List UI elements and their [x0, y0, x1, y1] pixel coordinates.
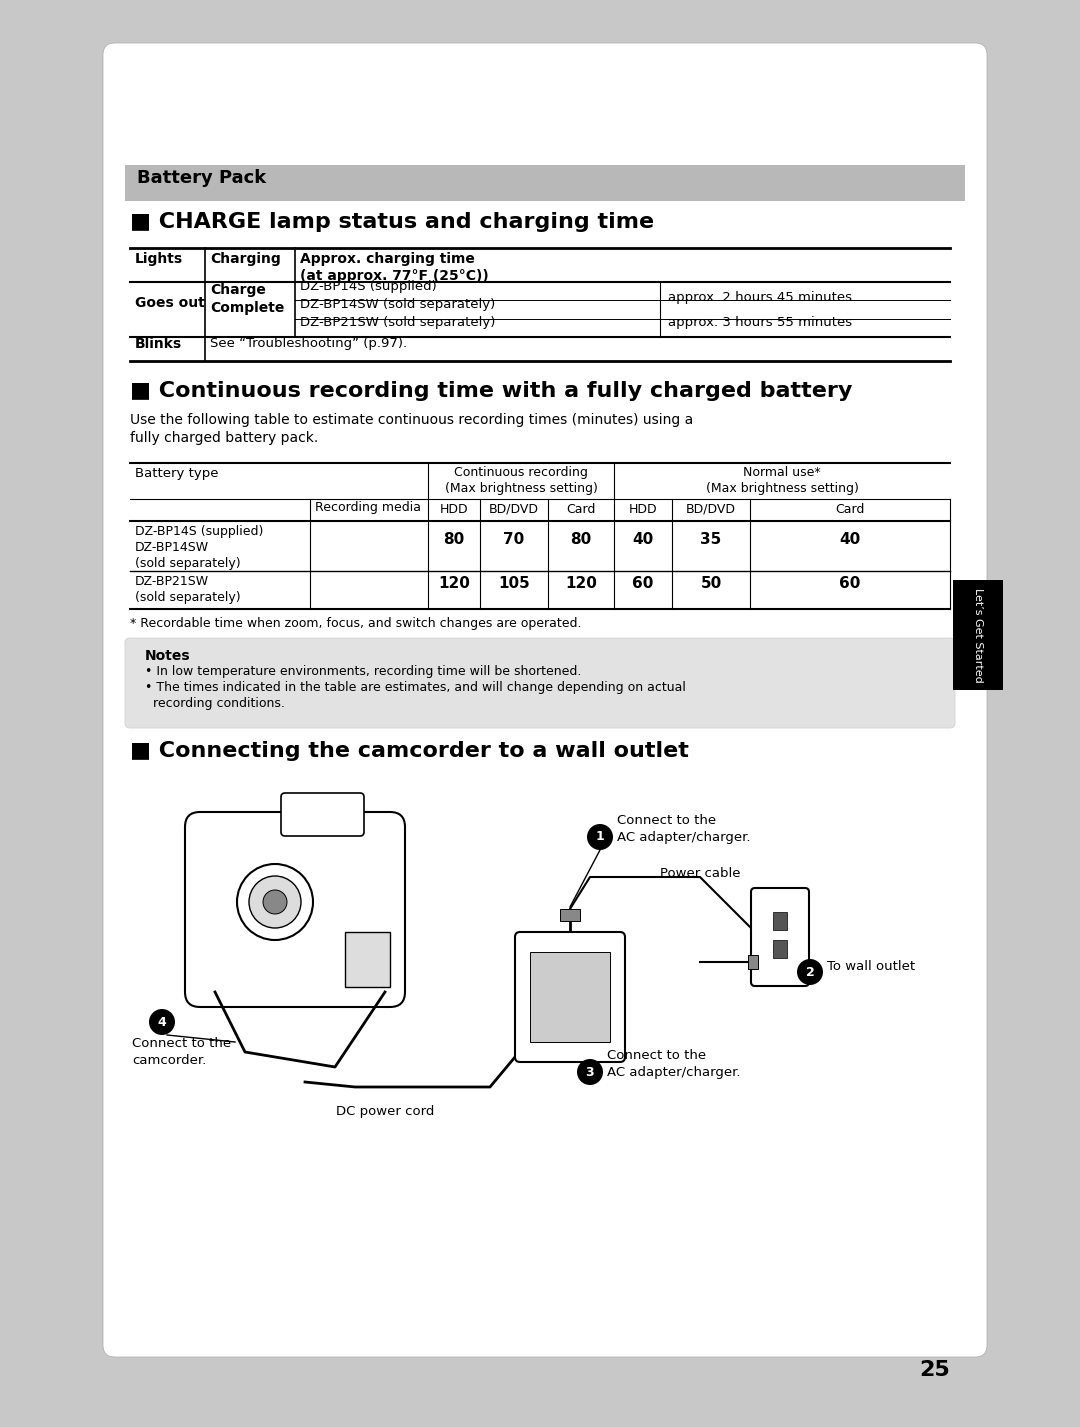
Text: Charging: Charging: [210, 253, 281, 265]
Text: HDD: HDD: [629, 502, 658, 517]
Circle shape: [588, 823, 613, 850]
Text: 1: 1: [596, 831, 605, 843]
Circle shape: [249, 876, 301, 928]
Text: DC power cord: DC power cord: [336, 1104, 434, 1117]
Bar: [561, 909, 580, 920]
Text: Power cable: Power cable: [660, 868, 741, 880]
Circle shape: [264, 890, 287, 915]
Text: 50: 50: [700, 577, 721, 592]
Bar: [748, 955, 758, 969]
Text: Charge
Complete: Charge Complete: [210, 284, 284, 314]
Text: 3: 3: [585, 1066, 594, 1079]
Text: DZ-BP21SW (sold separately): DZ-BP21SW (sold separately): [300, 317, 496, 330]
FancyBboxPatch shape: [751, 888, 809, 986]
Text: • In low temperature environments, recording time will be shortened.: • In low temperature environments, recor…: [145, 665, 581, 678]
FancyBboxPatch shape: [515, 932, 625, 1062]
Circle shape: [237, 863, 313, 940]
Text: 105: 105: [498, 577, 530, 592]
Bar: [773, 912, 787, 930]
Text: 80: 80: [444, 532, 464, 548]
Text: approx. 3 hours 55 minutes: approx. 3 hours 55 minutes: [669, 317, 852, 330]
Text: 60: 60: [839, 577, 861, 592]
FancyBboxPatch shape: [185, 812, 405, 1007]
Text: Goes out: Goes out: [135, 295, 205, 310]
FancyBboxPatch shape: [103, 43, 987, 1357]
Text: 120: 120: [565, 577, 597, 592]
Text: DZ-BP14S (supplied)
DZ-BP14SW
(sold separately): DZ-BP14S (supplied) DZ-BP14SW (sold sepa…: [135, 525, 264, 569]
Text: Approx. charging time
(at approx. 77°F (25°C)): Approx. charging time (at approx. 77°F (…: [300, 253, 489, 284]
Text: DZ-BP14SW (sold separately): DZ-BP14SW (sold separately): [300, 298, 496, 311]
Text: Recording media: Recording media: [315, 501, 421, 514]
Text: To wall outlet: To wall outlet: [827, 960, 915, 973]
Text: DZ-BP14S (supplied): DZ-BP14S (supplied): [300, 280, 436, 293]
Text: approx. 2 hours 45 minutes: approx. 2 hours 45 minutes: [669, 291, 852, 304]
FancyBboxPatch shape: [125, 638, 955, 728]
Text: 25: 25: [919, 1360, 950, 1380]
Text: Notes: Notes: [145, 649, 191, 664]
Text: Connect to the
AC adapter/charger.: Connect to the AC adapter/charger.: [617, 813, 751, 843]
Circle shape: [149, 1009, 175, 1035]
Text: 40: 40: [633, 532, 653, 548]
Bar: [530, 952, 610, 1042]
Text: HDD: HDD: [440, 502, 469, 517]
Text: 35: 35: [700, 532, 721, 548]
Text: Normal use*
(Max brightness setting): Normal use* (Max brightness setting): [705, 467, 859, 495]
Circle shape: [577, 1059, 603, 1085]
Text: Blinks: Blinks: [135, 337, 183, 351]
Text: Card: Card: [566, 502, 596, 517]
Text: Battery type: Battery type: [135, 467, 218, 479]
Text: ■ Connecting the camcorder to a wall outlet: ■ Connecting the camcorder to a wall out…: [130, 741, 689, 761]
Text: Continuous recording
(Max brightness setting): Continuous recording (Max brightness set…: [445, 467, 597, 495]
Text: See “Troubleshooting” (p.97).: See “Troubleshooting” (p.97).: [210, 338, 407, 351]
Text: BD/DVD: BD/DVD: [686, 502, 735, 517]
Text: Let’s Get Started: Let’s Get Started: [973, 588, 983, 682]
Bar: [345, 932, 390, 987]
Text: ■ CHARGE lamp status and charging time: ■ CHARGE lamp status and charging time: [130, 213, 654, 233]
Text: 60: 60: [632, 577, 653, 592]
Bar: [953, 579, 1003, 691]
Text: * Recordable time when zoom, focus, and switch changes are operated.: * Recordable time when zoom, focus, and …: [130, 616, 581, 629]
Text: 40: 40: [839, 532, 861, 548]
Text: Lights: Lights: [135, 253, 184, 265]
Text: ■ Continuous recording time with a fully charged battery: ■ Continuous recording time with a fully…: [130, 381, 852, 401]
Text: Connect to the
camcorder.: Connect to the camcorder.: [132, 1037, 231, 1067]
Circle shape: [797, 959, 823, 985]
Text: 120: 120: [438, 577, 470, 592]
Text: Battery Pack: Battery Pack: [137, 168, 267, 187]
Text: Connect to the
AC adapter/charger.: Connect to the AC adapter/charger.: [607, 1049, 741, 1079]
Text: Use the following table to estimate continuous recording times (minutes) using a: Use the following table to estimate cont…: [130, 412, 693, 445]
Text: DZ-BP21SW
(sold separately): DZ-BP21SW (sold separately): [135, 575, 241, 604]
Bar: [773, 940, 787, 958]
Text: 70: 70: [503, 532, 525, 548]
Text: 2: 2: [806, 966, 814, 979]
Bar: [125, 166, 966, 201]
Text: 4: 4: [158, 1016, 166, 1029]
Text: Card: Card: [835, 502, 865, 517]
Text: • The times indicated in the table are estimates, and will change depending on a: • The times indicated in the table are e…: [145, 681, 686, 711]
Text: BD/DVD: BD/DVD: [489, 502, 539, 517]
Text: 80: 80: [570, 532, 592, 548]
FancyBboxPatch shape: [281, 793, 364, 836]
